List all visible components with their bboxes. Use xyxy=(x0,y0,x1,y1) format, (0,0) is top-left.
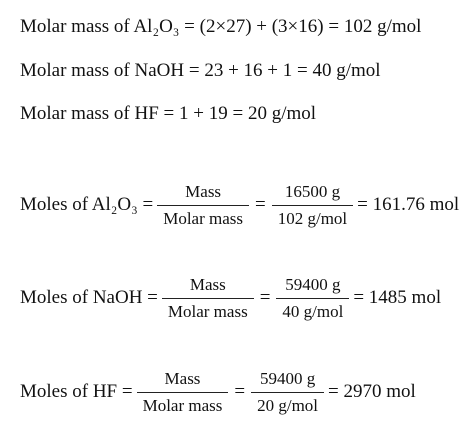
numerator: Mass xyxy=(189,274,226,294)
denominator: 102 g/mol xyxy=(271,204,354,229)
equation-label: Moles of Al₂O₃ = xyxy=(20,194,154,215)
equals-sign: = xyxy=(259,287,271,308)
numerator: Mass xyxy=(185,181,222,201)
fraction: Mass Molar mass xyxy=(161,274,254,322)
result: = 2970 mol xyxy=(328,381,416,402)
moles-equation: Moles of HF = Mass Molar mass = 59400 g 20 g/… xyxy=(20,368,416,416)
numerator: 16500 g xyxy=(284,181,341,201)
equation-label: Moles of NaOH = xyxy=(20,287,158,308)
denominator: Molar mass xyxy=(157,204,250,229)
moles-equation: Moles of Al₂O₃ = Mass Molar mass = 16500 g 10… xyxy=(20,181,459,229)
denominator: 40 g/mol xyxy=(276,297,350,322)
result: = 161.76 mol xyxy=(357,194,460,215)
fraction: 59400 g 40 g/mol xyxy=(276,274,350,322)
denominator: 20 g/mol xyxy=(251,391,325,416)
numerator: Mass xyxy=(164,368,201,388)
molar-mass-line: Molar mass of NaOH = 23 + 16 + 1 = 40 g/… xyxy=(20,60,381,81)
fraction: 16500 g 102 g/mol xyxy=(271,181,354,229)
equation-label: Moles of HF = xyxy=(20,381,133,402)
denominator: Molar mass xyxy=(161,297,254,322)
molar-mass-line: Molar mass of Al₂O₃ = (2×27) + (3×16) = … xyxy=(20,16,422,37)
equals-sign: = xyxy=(234,381,246,402)
numerator: 59400 g xyxy=(259,368,316,388)
equals-sign: = xyxy=(255,194,266,215)
denominator: Molar mass xyxy=(136,391,229,416)
fraction: Mass Molar mass xyxy=(136,368,229,416)
fraction: 59400 g 20 g/mol xyxy=(251,368,325,416)
result: = 1485 mol xyxy=(353,287,442,308)
numerator: 59400 g xyxy=(285,274,341,294)
molar-mass-line: Molar mass of HF = 1 + 19 = 20 g/mol xyxy=(20,103,317,124)
moles-equation: Moles of NaOH = Mass Molar mass = 59400 g 40 … xyxy=(20,274,441,322)
fraction: Mass Molar mass xyxy=(157,181,250,229)
